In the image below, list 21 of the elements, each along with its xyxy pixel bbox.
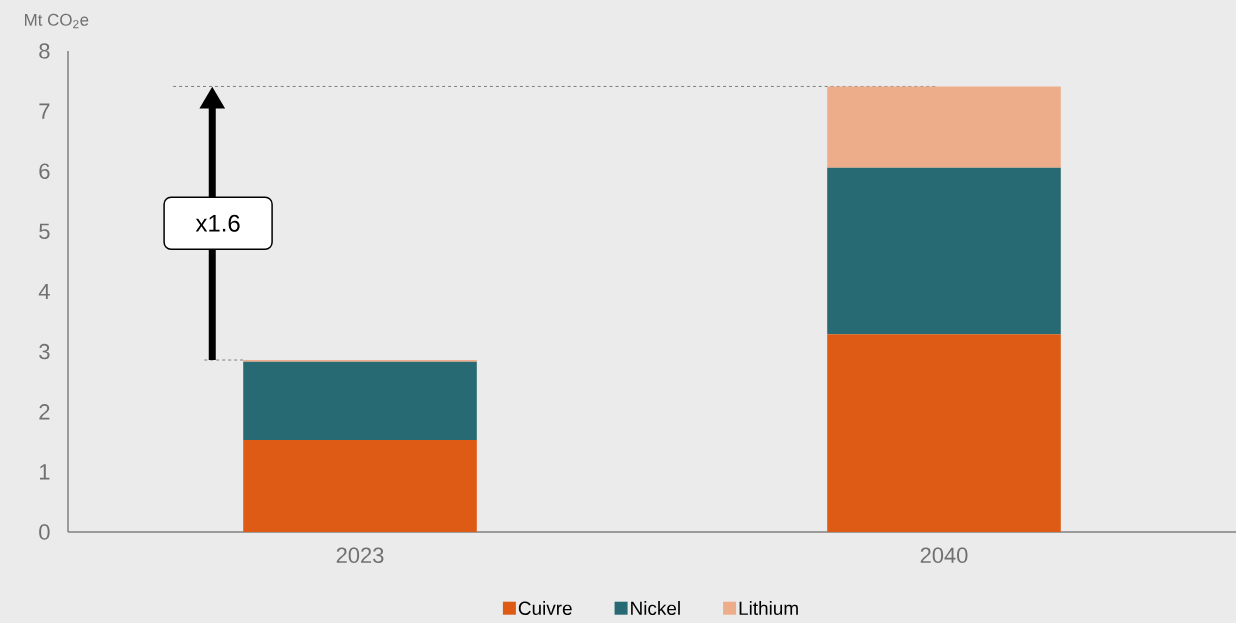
bar — [827, 167, 1061, 335]
bar — [243, 361, 477, 440]
bar — [827, 334, 1061, 532]
y-tick-label: 2 — [39, 404, 50, 420]
bar — [827, 86, 1061, 168]
legend-label: Nickel — [631, 601, 680, 615]
y-tick-label: 7 — [39, 103, 50, 119]
x-tick-label: 2023 — [336, 547, 384, 564]
legend-label: Lithium — [739, 601, 798, 615]
x-tick-label: 2040 — [920, 547, 968, 564]
y-tick-label: 5 — [39, 223, 50, 240]
legend-label: Cuivre — [518, 601, 572, 615]
annotation: x1.6 — [195, 214, 240, 232]
y-tick-label: 4 — [38, 283, 50, 300]
y-tick-label: 8 — [39, 43, 50, 59]
y-tick-label: 6 — [39, 163, 50, 179]
y-axis-title: Mt CO$_{2}$e — [25, 13, 89, 29]
bar — [243, 440, 477, 532]
y-tick-label: 3 — [39, 343, 50, 360]
y-tick-label: 0 — [39, 524, 50, 540]
y-tick-label: 1 — [39, 464, 50, 480]
